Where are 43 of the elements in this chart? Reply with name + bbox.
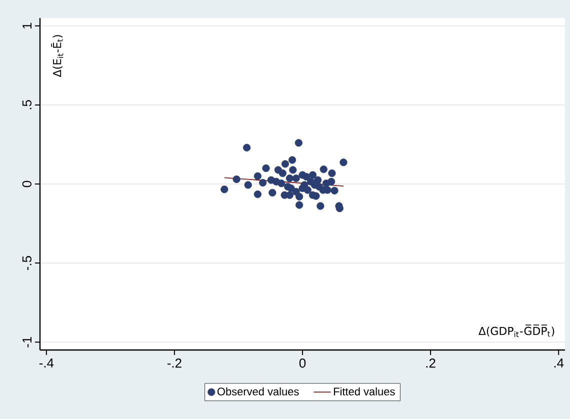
point — [296, 192, 304, 200]
point — [340, 158, 348, 166]
y-axis-title: Δ(E$_{it}$-Ē$_{t}$) — [51, 35, 64, 78]
point — [281, 160, 290, 168]
point — [292, 174, 300, 182]
point — [272, 178, 280, 186]
point — [294, 139, 302, 147]
legend-label: Observed values — [217, 387, 299, 396]
point — [243, 144, 251, 152]
y-tick-label: 1 — [22, 22, 32, 29]
point — [328, 169, 336, 178]
point — [302, 172, 310, 181]
point — [286, 174, 294, 182]
x-axis-title: Δ(GDP$_{it}$-G̅D̅P̅$_{t}$) — [478, 324, 554, 337]
point — [244, 181, 252, 189]
point — [308, 171, 317, 179]
y-tick-label: 0 — [22, 180, 32, 188]
point — [220, 186, 228, 194]
point — [310, 181, 318, 189]
point — [328, 178, 336, 186]
point — [254, 190, 262, 198]
x-tick-label: 0 — [299, 358, 306, 368]
y-tick-label: -.5 — [22, 256, 32, 270]
x-tick-label: .4 — [554, 358, 564, 368]
point — [316, 202, 324, 210]
point — [296, 201, 304, 209]
legend-label: Fitted values — [334, 387, 395, 396]
point — [288, 156, 296, 164]
y-tick-label: -1 — [22, 336, 32, 348]
point — [268, 188, 276, 196]
point — [259, 178, 267, 187]
x-tick-label: -.2 — [167, 358, 182, 368]
point — [330, 186, 338, 194]
y-tick-label: .5 — [22, 100, 32, 110]
point — [262, 164, 270, 172]
point — [278, 169, 286, 178]
point — [254, 172, 262, 180]
point — [289, 166, 297, 174]
x-tick-label: .2 — [426, 358, 436, 368]
x-tick-label: -.4 — [39, 358, 54, 368]
point — [232, 175, 240, 184]
point — [287, 184, 295, 192]
point — [320, 165, 328, 174]
